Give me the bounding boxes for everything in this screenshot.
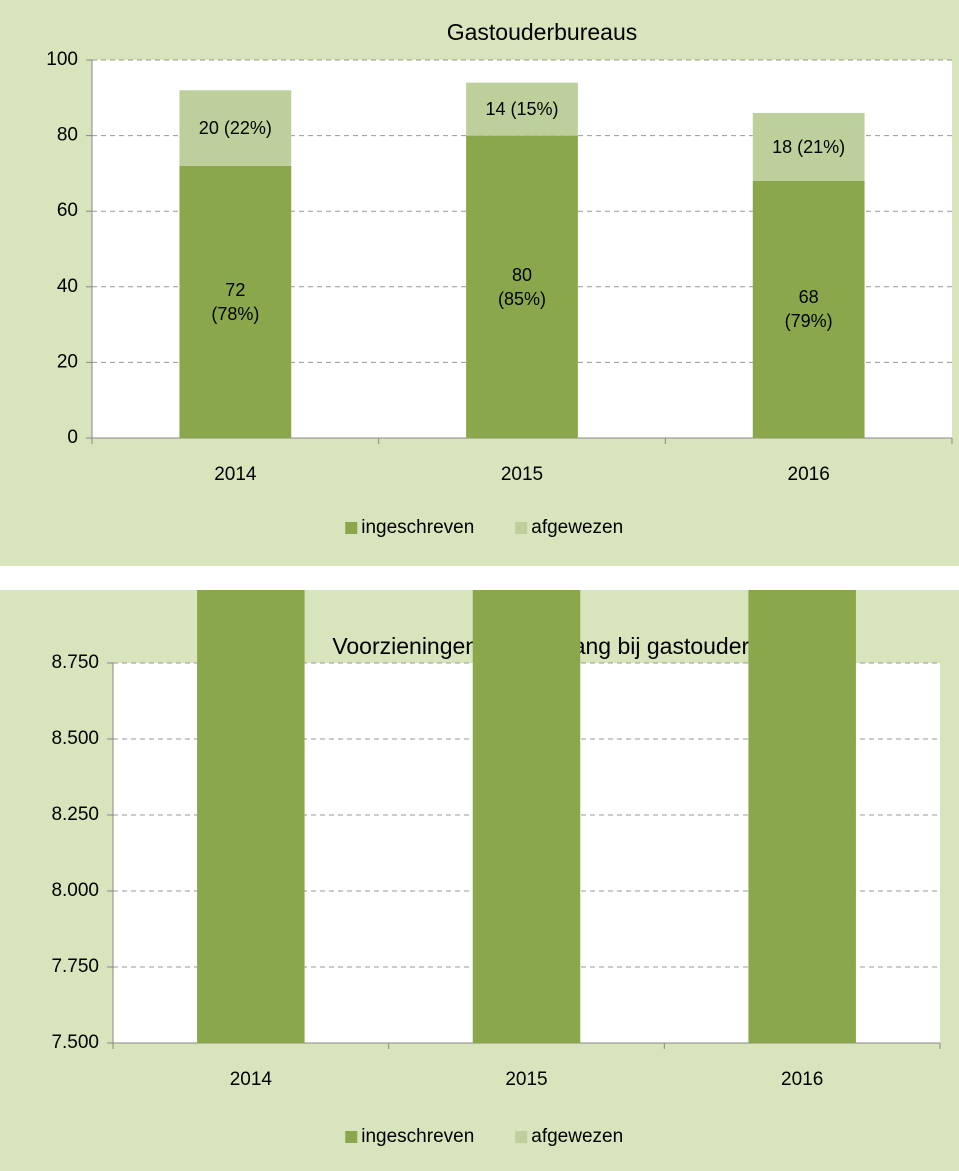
chart-panel: Voorzieningen voor opvang bij gastouders… <box>0 590 959 1171</box>
y-tick-label: 8.750 <box>51 652 99 673</box>
data-label: 80 (85%) <box>497 264 547 309</box>
data-label: 72 (78%) <box>211 279 260 324</box>
bar-segment <box>752 180 865 438</box>
y-tick-label: 20 <box>57 351 78 372</box>
legend-label: afgewezen <box>531 1126 623 1147</box>
bar-segment <box>466 135 578 438</box>
legend-swatch <box>515 522 528 534</box>
data-label: 20 (22%) <box>198 118 272 139</box>
chart: Gastouderbureaus 0 20 40 60 80 100 2014 2015 2016… <box>46 19 953 538</box>
y-tick-label: 7.750 <box>51 956 99 977</box>
data-label: 68 (79%) <box>784 287 833 332</box>
chart: Voorzieningen voor opvang bij gastouders… <box>51 590 941 1147</box>
legend-label: afgewezen <box>531 517 623 538</box>
y-tick-label: 0 <box>67 427 78 448</box>
y-tick-label: 8.500 <box>51 728 99 749</box>
legend-swatch <box>345 522 358 534</box>
chart-title: Gastouderbureaus <box>447 19 638 45</box>
x-tick-label: 2016 <box>781 1069 823 1090</box>
y-tick-label: 8.250 <box>51 804 99 825</box>
data-label: 14 (15%) <box>485 99 559 120</box>
legend-label: ingeschreven <box>361 517 474 538</box>
bar-segment <box>472 590 581 1043</box>
y-tick-label: 80 <box>57 125 78 146</box>
y-tick-label: 40 <box>57 276 78 297</box>
chart-panel: Gastouderbureaus 0 20 40 60 80 100 2014 2015 2016… <box>0 0 959 566</box>
y-tick-label: 60 <box>57 200 78 221</box>
y-tick-label: 100 <box>46 49 78 70</box>
x-tick-label: 2014 <box>214 464 257 485</box>
x-tick-label: 2016 <box>788 464 830 485</box>
legend-swatch <box>515 1131 528 1143</box>
data-label: 18 (21%) <box>772 136 846 157</box>
y-tick-label: 8.000 <box>51 880 99 901</box>
bar-segment <box>179 165 292 438</box>
bar-segment <box>748 590 856 1043</box>
bar-segment <box>197 590 305 1043</box>
bar-segment <box>179 90 292 166</box>
x-tick-label: 2015 <box>501 464 543 485</box>
legend-label: ingeschreven <box>361 1126 474 1147</box>
bar-segment <box>752 112 865 181</box>
bar-segment <box>466 82 578 136</box>
legend-swatch <box>345 1131 358 1143</box>
x-tick-label: 2014 <box>230 1069 273 1090</box>
y-tick-label: 7.500 <box>51 1032 99 1053</box>
x-tick-label: 2015 <box>505 1069 547 1090</box>
